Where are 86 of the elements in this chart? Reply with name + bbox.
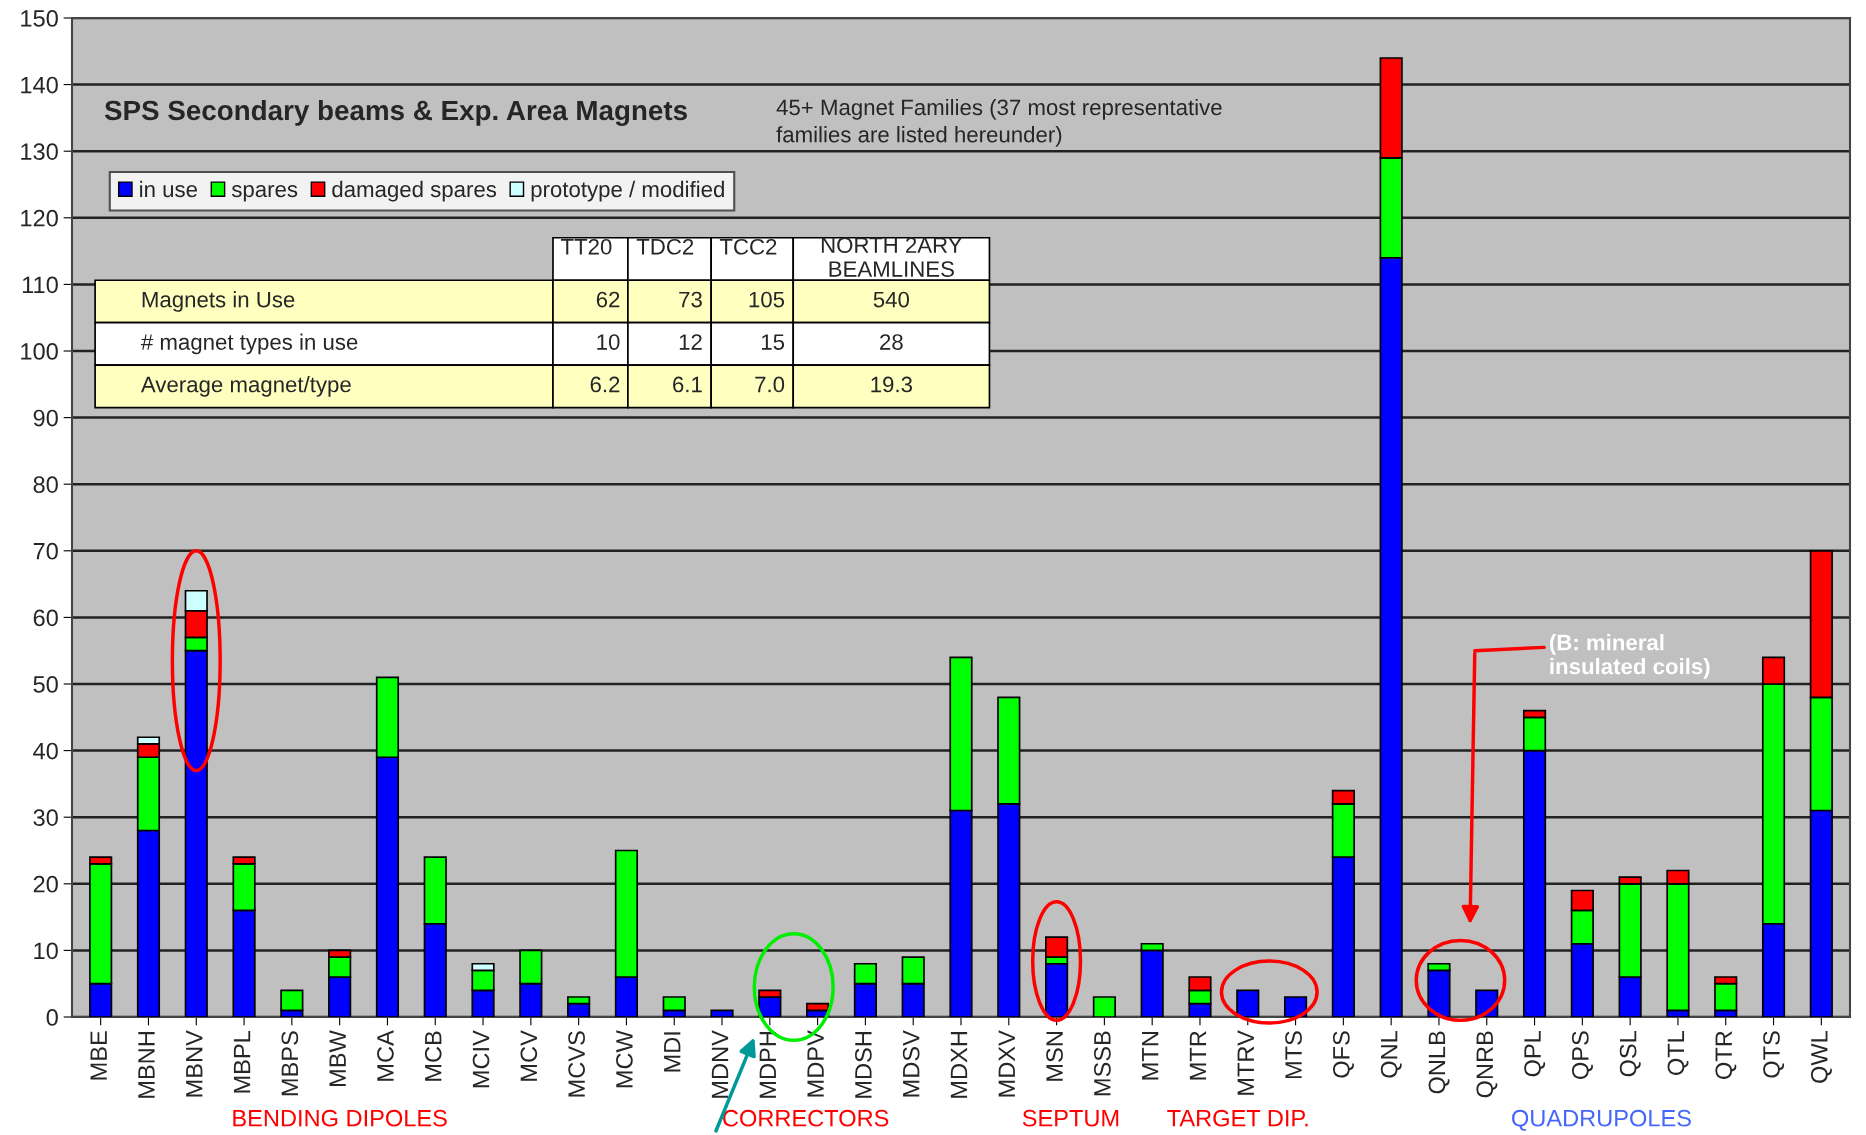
y-tick-label: 0 [46,1009,58,1026]
y-tick-label: 70 [33,542,58,560]
annotation: Magnets in Use [142,291,295,312]
x-tick-label: MDXH [950,1032,968,1098]
y-tick-label: 30 [33,809,58,826]
y-tick-label: 140 [21,76,58,94]
x-tick-label: MBNH [138,1032,155,1098]
x-tick-label: MTR [1189,1031,1207,1080]
y-tick-label: 130 [21,143,58,160]
x-tick-label: MTRV [1237,1030,1254,1095]
annotation: 540 [873,291,909,308]
y-tick-label: 80 [33,476,58,493]
legend-label: in use [140,180,197,198]
bar [1236,989,1260,1017]
annotation: TDC2 [636,238,694,255]
x-tick-label: MCA [377,1030,394,1081]
y-tick-label: 20 [33,875,58,893]
x-tick-label: MCB [424,1031,442,1081]
x-tick-label: MTN [1142,1032,1159,1080]
x-tick-label: QPS [1571,1031,1593,1079]
x-tick-label: MBW [329,1030,346,1086]
bar [1283,996,1308,1017]
x-tick-label: QNRB [1476,1031,1498,1098]
annotation: 10 [597,334,620,350]
annotation: # magnet types in use [141,333,358,355]
x-tick-label: QTL [1667,1030,1689,1075]
text: SEPTUM [1022,1109,1119,1127]
y-tick-label: 120 [21,209,58,227]
x-tick-label: QWL [1810,1030,1832,1083]
x-tick-label: MSN [1046,1032,1063,1081]
y-tick-label: 100 [21,343,58,360]
annotation: 19.3 [871,376,912,393]
x-tick-label: MTS [1285,1031,1302,1079]
y-tick-label: 110 [22,276,58,294]
x-tick-label: MDNV [711,1030,729,1098]
x-tick-label: QTR [1715,1031,1737,1079]
x-tick-label: MDXV [998,1030,1015,1097]
x-tick-label: MBPS [281,1031,299,1096]
annotation: 45+ Magnet Families (37 most representative families are listed hereunder) [776,98,1222,147]
y-tick-label: 40 [33,742,58,760]
x-tick-label: MDSV [902,1030,920,1097]
annotation: 7.0 [755,376,785,393]
x-tick-label: MBPL [233,1030,251,1093]
x-tick-label: MCIV [472,1030,490,1088]
y-tick-label: 10 [34,942,58,960]
x-tick-label: MCVS [568,1031,585,1097]
y-tick-label: 150 [21,10,58,27]
y-tick-label: 90 [33,409,58,427]
legend-label: damaged spares [332,180,497,202]
x-tick-label: MDPV [807,1030,824,1097]
x-tick-label: QPL [1524,1030,1546,1077]
x-tick-label: MCW [616,1030,633,1088]
x-tick-label: MBE [90,1031,107,1080]
x-tick-label: MCV [520,1030,538,1081]
x-tick-label: MDI [664,1032,681,1072]
annotation: 6.1 [673,376,702,393]
x-tick-label: MBNV [186,1030,203,1097]
x-tick-label: MDPH [759,1032,776,1098]
text: CORRECTORS [723,1109,889,1127]
text: QUADRUPOLES [1512,1109,1691,1131]
annotation: 6.2 [590,376,620,393]
x-tick-label: MSSB [1094,1031,1111,1096]
x-tick-label: QNLB [1428,1031,1450,1094]
x-tick-label: QNL [1380,1030,1402,1078]
y-tick-label: 60 [33,609,58,627]
x-tick-label: QTS [1763,1031,1785,1078]
legend-label: spares [231,185,298,202]
annotation: Average magnet/type [140,376,351,397]
annotation: TCC2 [719,238,777,255]
x-tick-label: QSL [1619,1030,1641,1077]
annotation: 28 [880,334,903,350]
text: SPS Secondary beams & Exp. Area Magnets [104,99,687,126]
annotation: 12 [679,334,702,350]
text: BENDING DIPOLES [233,1109,447,1127]
legend-label: prototype / modified [531,180,724,202]
annotation: (B: mineral insulated coils) [1549,634,1710,679]
x-tick-label: MDSH [855,1032,872,1098]
annotation: 73 [679,291,702,308]
annotation: 15 [761,334,785,350]
annotation: 105 [749,291,785,308]
annotation: TT20 [560,238,612,255]
y-tick-label: 50 [33,676,58,693]
annotation: NORTH 2ARY BEAMLINES [821,237,963,277]
annotation: 62 [596,291,620,308]
x-tick-label: QFS [1332,1031,1354,1078]
text: TARGET DIP. [1167,1109,1308,1127]
